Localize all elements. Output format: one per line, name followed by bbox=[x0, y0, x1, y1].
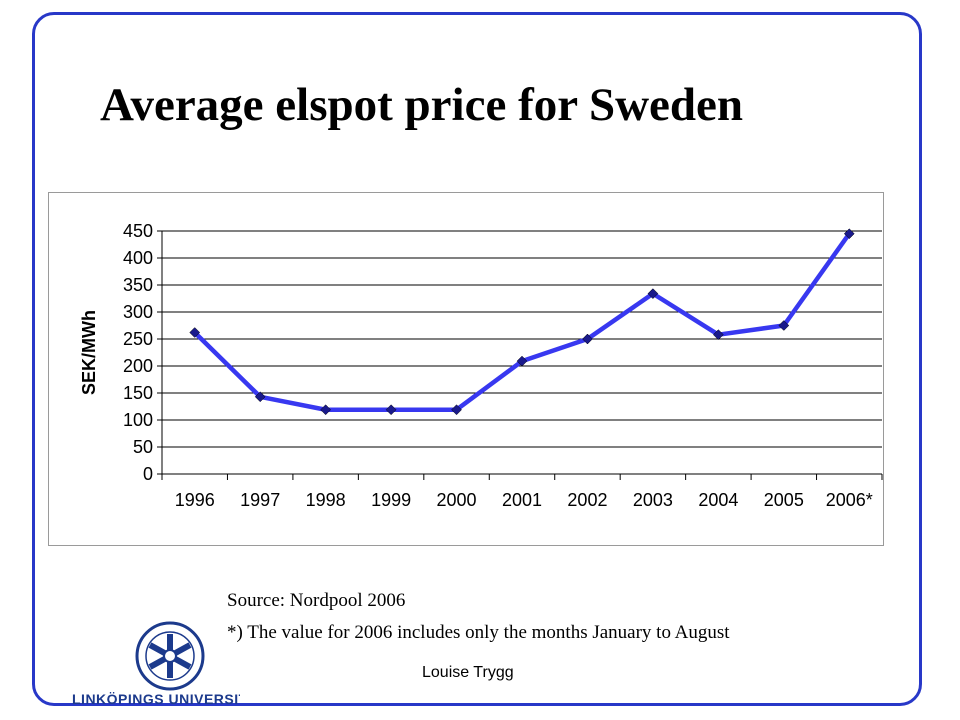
data-point bbox=[713, 329, 724, 341]
y-tick-label: 450 bbox=[123, 221, 153, 241]
line-chart: 0 50 100 150 200 250 300 350 400 450 1996 1997 1998 1… bbox=[79, 221, 883, 510]
logo-seal-icon bbox=[135, 621, 205, 691]
data-point bbox=[516, 355, 528, 367]
x-tick-label: 2004 bbox=[698, 490, 738, 510]
x-tick-label: 1999 bbox=[371, 490, 411, 510]
y-tick-label: 350 bbox=[123, 275, 153, 295]
svg-text:LINKÖPINGS UNIVERSITET: LINKÖPINGS UNIVERSITET bbox=[72, 691, 240, 707]
y-axis-label: SEK/MWh bbox=[79, 310, 99, 395]
y-tick-label: 0 bbox=[143, 464, 153, 484]
y-tick-label: 100 bbox=[123, 410, 153, 430]
y-tick-label: 200 bbox=[123, 356, 153, 376]
y-tick-label: 150 bbox=[123, 383, 153, 403]
x-tick-label: 2003 bbox=[633, 490, 673, 510]
series-line bbox=[193, 232, 852, 412]
chart-area: 0 50 100 150 200 250 300 350 400 450 1996 1997 1998 1… bbox=[48, 192, 884, 546]
data-point bbox=[189, 327, 201, 338]
x-tick-label: 2006* bbox=[826, 490, 873, 510]
data-point bbox=[843, 228, 855, 240]
y-tick-label: 400 bbox=[123, 248, 153, 268]
data-point bbox=[320, 404, 331, 416]
data-point bbox=[582, 333, 593, 345]
data-point bbox=[451, 404, 462, 416]
x-tick-label: 2005 bbox=[764, 490, 804, 510]
slide-title: Average elspot price for Sweden bbox=[100, 79, 744, 131]
data-point bbox=[254, 391, 266, 403]
data-point bbox=[778, 320, 790, 331]
y-tick-label: 250 bbox=[123, 329, 153, 349]
x-tick-label: 2001 bbox=[502, 490, 542, 510]
x-tick-label: 2000 bbox=[437, 490, 477, 510]
y-tick-label: 300 bbox=[123, 302, 153, 322]
data-point bbox=[385, 404, 397, 416]
university-logo: LINKÖPINGS UNIVERSITET bbox=[72, 621, 240, 707]
author-name: Louise Trygg bbox=[422, 664, 514, 681]
x-tick-label: 1996 bbox=[175, 490, 215, 510]
data-point bbox=[647, 288, 659, 299]
y-tick-label: 50 bbox=[133, 437, 153, 457]
logo-wordmark: LINKÖPINGS UNIVERSITET bbox=[72, 691, 240, 707]
source-note: Source: Nordpool 2006 bbox=[227, 590, 406, 611]
x-tick-label: 1997 bbox=[240, 490, 280, 510]
x-tick-label: 1998 bbox=[306, 490, 346, 510]
x-tick-label: 2002 bbox=[567, 490, 607, 510]
footnote: *) The value for 2006 includes only the … bbox=[227, 622, 730, 643]
